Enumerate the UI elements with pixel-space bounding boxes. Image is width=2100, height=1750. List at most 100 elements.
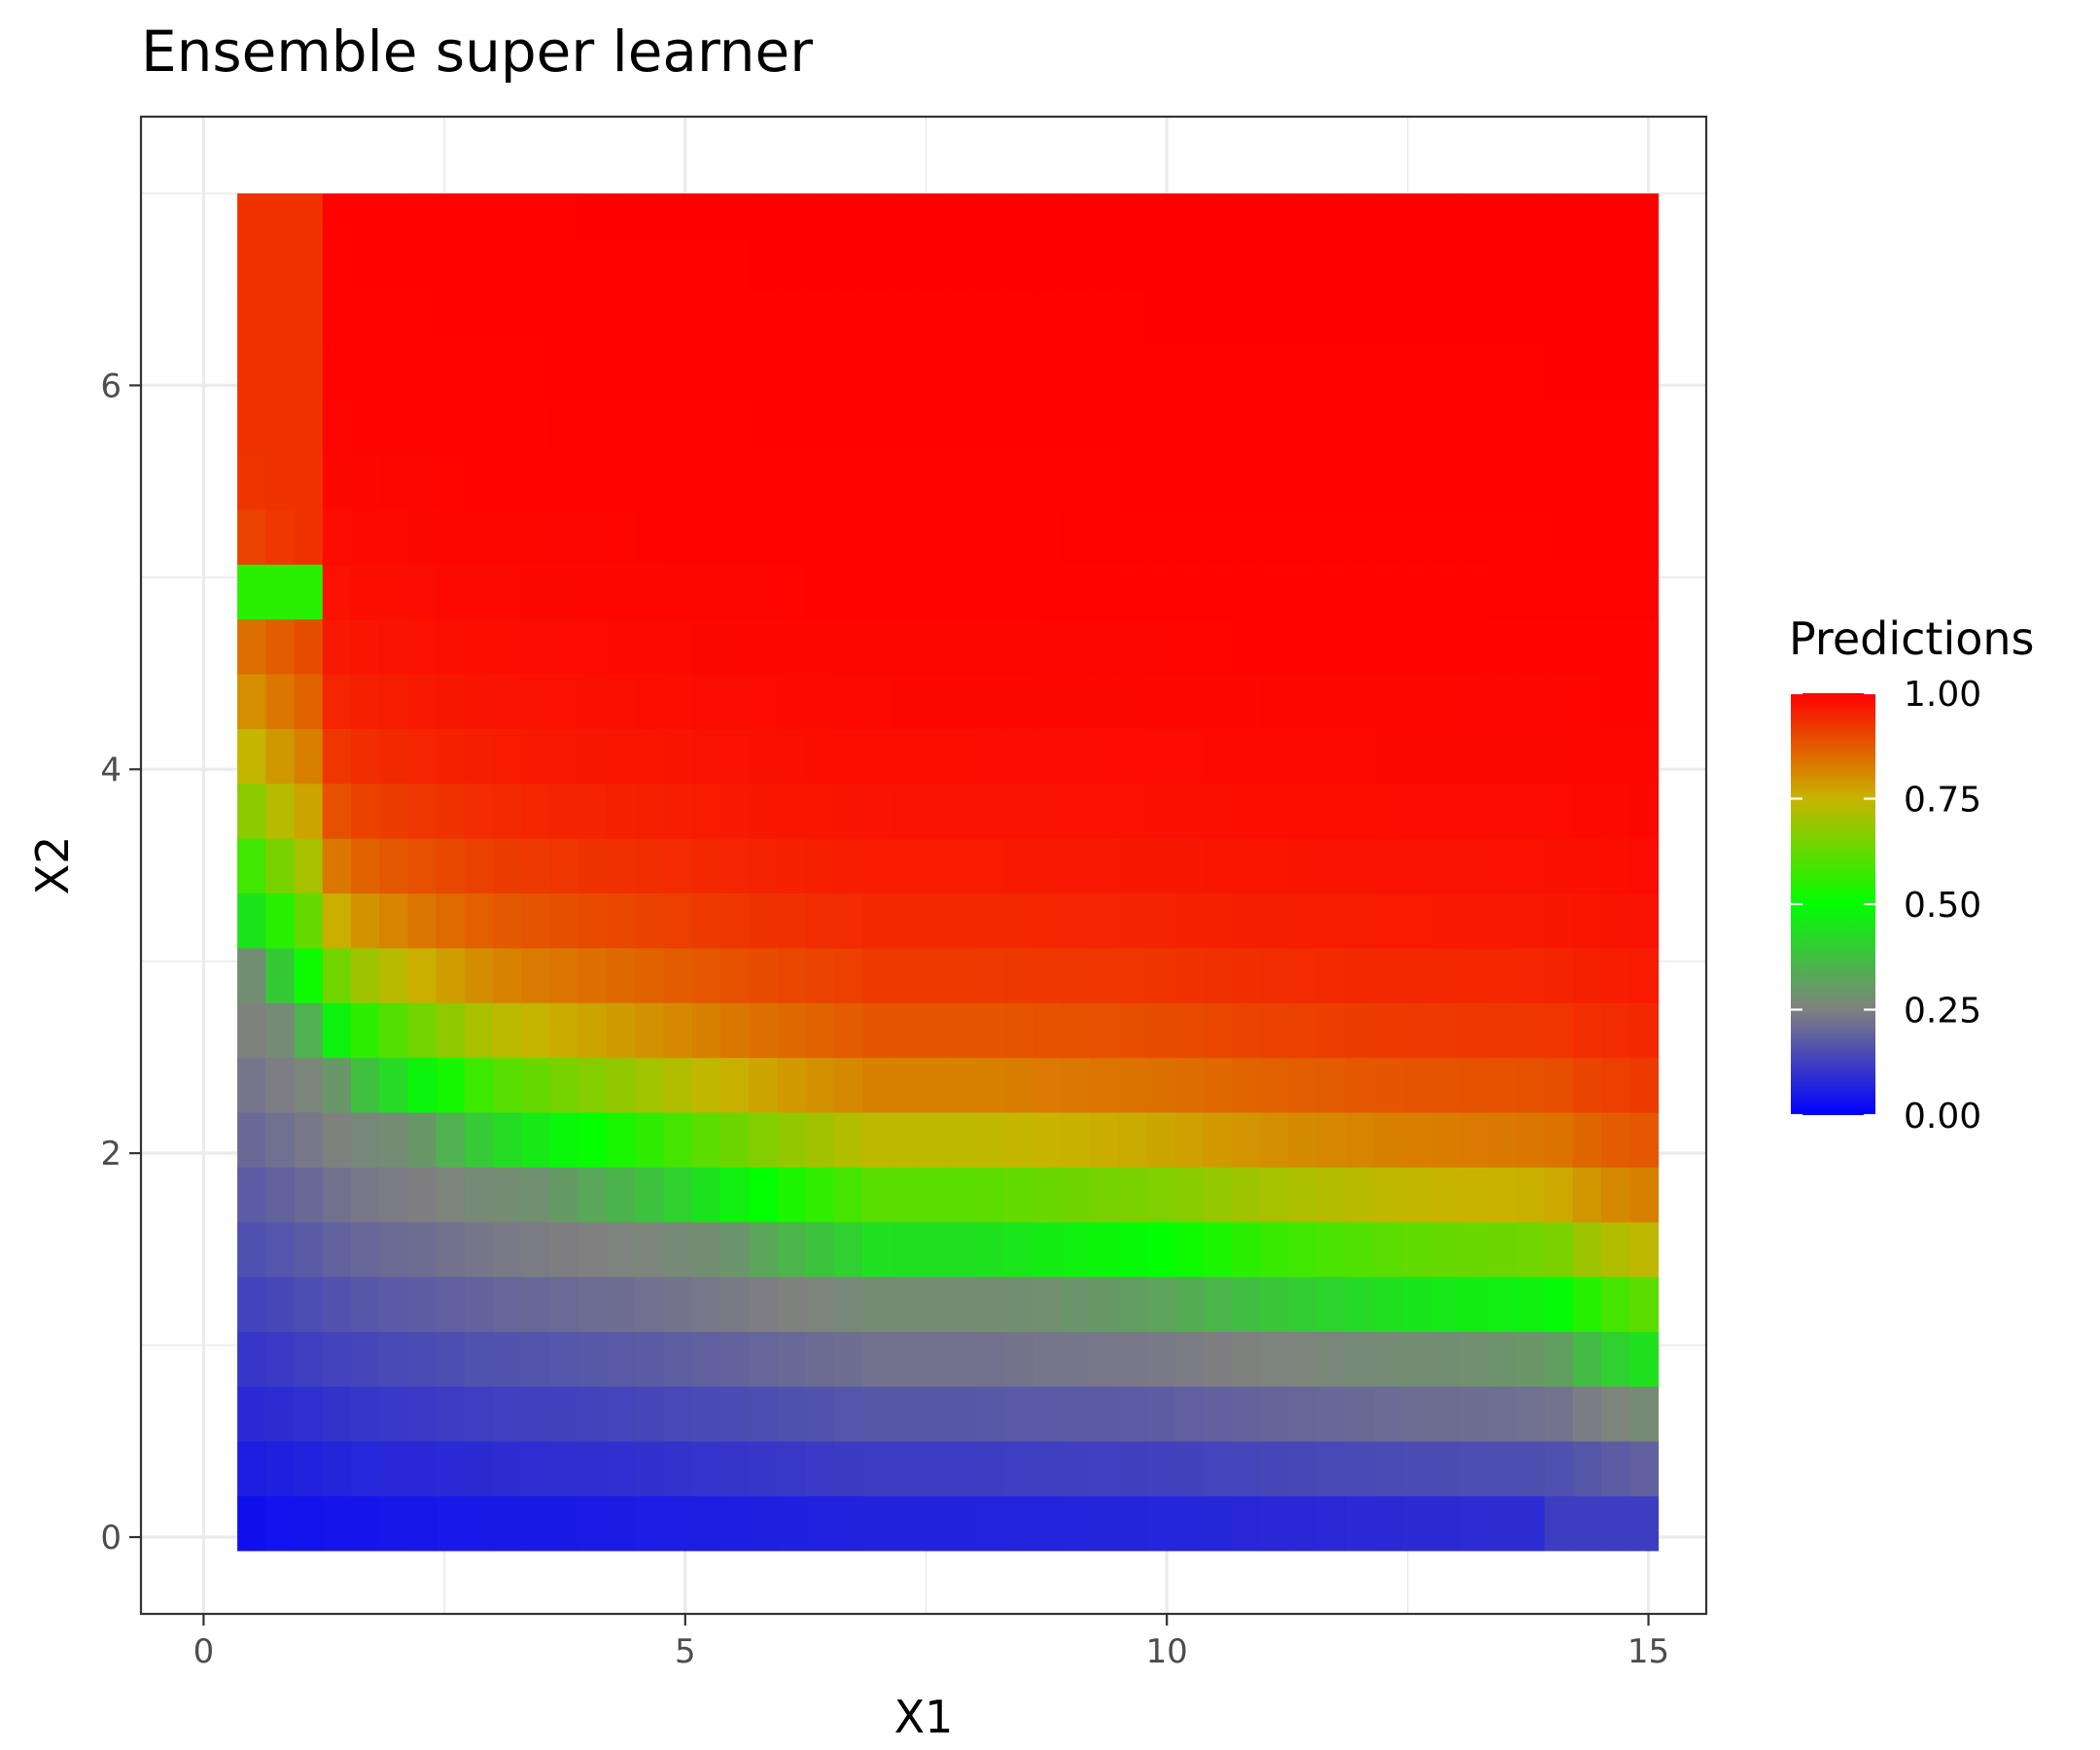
heatmap-cell (1345, 728, 1375, 785)
heatmap-cell (777, 344, 807, 401)
heatmap-cell (407, 1495, 438, 1552)
heatmap-cell (379, 728, 409, 785)
heatmap-cell (1516, 783, 1546, 839)
heatmap-cell (407, 728, 438, 785)
heatmap-cell (947, 728, 977, 785)
heatmap-cell (350, 400, 380, 456)
heatmap-cell (237, 1495, 266, 1552)
heatmap-cell (891, 1441, 921, 1497)
heatmap-cell (1260, 1331, 1290, 1387)
heatmap-cell (1316, 673, 1347, 729)
heatmap-cell (436, 1002, 466, 1059)
heatmap-cell (1089, 564, 1119, 620)
heatmap-cell (749, 1057, 779, 1113)
heatmap-cell (1232, 508, 1261, 565)
heatmap-cell (862, 1167, 892, 1223)
heatmap-cell (379, 947, 409, 1003)
heatmap-cell (663, 235, 693, 291)
heatmap-cell (1430, 454, 1460, 510)
heatmap-cell (777, 1167, 807, 1223)
heatmap-cell (805, 618, 835, 675)
heatmap-cell (1629, 1002, 1660, 1059)
heatmap-cell (947, 892, 977, 949)
y-axis: 0 2 4 6 (100, 367, 141, 1558)
heatmap-cell (663, 1331, 693, 1387)
heatmap-cell (891, 290, 921, 346)
heatmap-cell (1572, 344, 1602, 401)
heatmap-cell (833, 344, 863, 401)
heatmap-cell (1260, 1002, 1290, 1059)
heatmap-cell (1004, 1111, 1034, 1168)
heatmap-cell (805, 1495, 835, 1552)
heatmap-cell (237, 1441, 266, 1497)
heatmap-cell (777, 1221, 807, 1278)
heatmap-cell (1345, 838, 1375, 894)
heatmap-cell (521, 454, 551, 510)
heatmap-cell (1572, 564, 1602, 620)
heatmap-cell (1146, 1057, 1176, 1113)
heatmap-cell (379, 892, 409, 949)
heatmap-cell (1061, 947, 1091, 1003)
heatmap-cell (862, 400, 892, 456)
heatmap-cell (862, 1495, 892, 1552)
heatmap-cell (691, 728, 721, 785)
heatmap-cell (891, 400, 921, 456)
heatmap-cell (1601, 192, 1630, 236)
heatmap-cell (493, 344, 522, 401)
heatmap-cell (1004, 618, 1034, 675)
heatmap-cell (1232, 564, 1261, 620)
heatmap-cell (549, 892, 579, 949)
heatmap-cell (464, 1057, 494, 1113)
heatmap-cell (1374, 454, 1404, 510)
heatmap-cell (1629, 892, 1660, 949)
heatmap-cell (1146, 1385, 1176, 1442)
heatmap-cell (805, 564, 835, 620)
heatmap-cell (1032, 508, 1063, 565)
heatmap-cell (805, 1331, 835, 1387)
heatmap-cell (919, 290, 949, 346)
heatmap-cell (1061, 728, 1091, 785)
heatmap-cell (379, 564, 409, 620)
heatmap-cell (549, 192, 579, 236)
heatmap-cell (833, 618, 863, 675)
heatmap-cell (521, 947, 551, 1003)
heatmap-cell (1345, 192, 1375, 236)
heatmap-cell (1488, 1277, 1517, 1332)
heatmap-cell (1203, 400, 1233, 456)
heatmap-cell (919, 1441, 949, 1497)
heatmap-cell (1089, 400, 1119, 456)
heatmap-cell (1061, 1111, 1091, 1168)
heatmap-cell (919, 1277, 949, 1332)
heatmap-cell (407, 1277, 438, 1332)
heatmap-cell (1345, 1002, 1375, 1059)
heatmap-cell (1032, 1111, 1063, 1168)
heatmap-cell (1458, 838, 1488, 894)
heatmap-cell (1572, 1111, 1602, 1168)
heatmap-cell (1316, 235, 1347, 291)
heatmap-cell (436, 192, 466, 236)
heatmap-cell (635, 1002, 665, 1059)
heatmap-cell (237, 838, 266, 894)
heatmap-cell (777, 1331, 807, 1387)
heatmap-cell (607, 344, 636, 401)
heatmap-cell (493, 1221, 522, 1278)
heatmap-cell (1288, 290, 1318, 346)
heatmap-cell (1203, 1167, 1233, 1223)
heatmap-cell (1146, 400, 1176, 456)
heatmap-cell (1203, 290, 1233, 346)
heatmap-cell (719, 564, 750, 620)
heatmap-cell (1146, 892, 1176, 949)
heatmap-cell (1089, 728, 1119, 785)
heatmap-cell (975, 1111, 1005, 1168)
heatmap-cell (777, 508, 807, 565)
heatmap-cell (1232, 235, 1261, 291)
heatmap-cell (691, 1002, 721, 1059)
legend-title: Predictions (1789, 612, 2034, 665)
heatmap-cell (1174, 235, 1205, 291)
heatmap-cell (1061, 838, 1091, 894)
heatmap-cell (805, 728, 835, 785)
heatmap-cell (1288, 235, 1318, 291)
heatmap-cell (436, 400, 466, 456)
heatmap-cell (607, 1441, 636, 1497)
heatmap-cell (1203, 235, 1233, 291)
